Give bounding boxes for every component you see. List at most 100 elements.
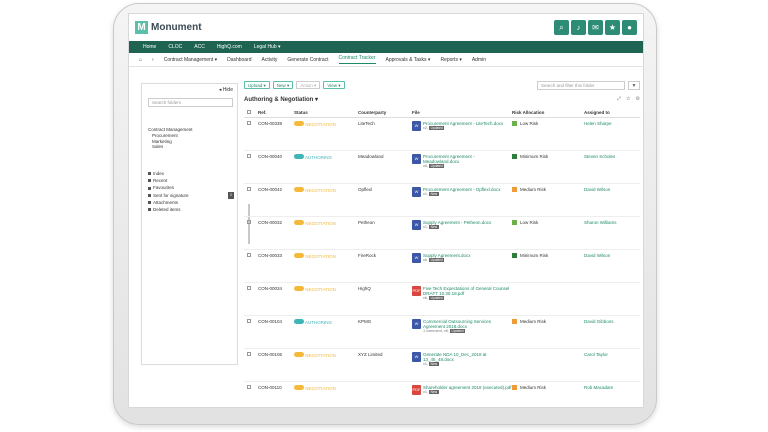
row-checkbox[interactable] bbox=[244, 348, 258, 382]
cell-risk: Low Risk bbox=[512, 117, 584, 151]
sidebar-item-sent[interactable]: Sent for signature 2 bbox=[148, 191, 234, 199]
cell-ref: CON-00033 bbox=[258, 249, 294, 283]
table-row[interactable]: CON-00042 NEGOTIATION Opflexl W Procurement… bbox=[244, 183, 640, 217]
file-link[interactable]: Five Tech Expectations of General Counse… bbox=[423, 285, 510, 296]
row-checkbox[interactable] bbox=[244, 282, 258, 316]
sidebar-item-label: Sent for signature bbox=[153, 192, 189, 198]
select-all-checkbox[interactable] bbox=[244, 108, 258, 118]
search-icon[interactable]: ⌕ bbox=[554, 20, 569, 35]
section-title[interactable]: Authoring & Negotiation ▾ ⤢ ☆ ⚙ bbox=[244, 96, 640, 103]
cell-ref: CON-00106 bbox=[258, 348, 294, 382]
file-link[interactable]: Supply Agreement - Petheon.docx bbox=[423, 219, 492, 225]
cell-assigned[interactable]: Helen Sharpe bbox=[584, 117, 640, 151]
risk-label: Low Risk bbox=[520, 120, 539, 126]
row-checkbox[interactable] bbox=[244, 150, 258, 184]
file-link[interactable]: Procurement Agreement - Opflexl.docx bbox=[423, 186, 501, 192]
file-link[interactable]: Generate NDA 10_Dec_2018 at 13_45_48.doc… bbox=[423, 351, 487, 362]
subnav-item[interactable]: Contract Tracker bbox=[338, 55, 376, 64]
sidebar-item-index[interactable]: Index bbox=[148, 170, 234, 177]
table-row[interactable]: CON-00106 NEGOTIATION XYZ Limited W Generat… bbox=[244, 348, 640, 382]
col-file[interactable]: File bbox=[412, 108, 512, 118]
table-row[interactable]: CON-00034 NEGOTIATION HighQ PDF Five Tech E… bbox=[244, 282, 640, 316]
nav-item[interactable]: CLOC bbox=[168, 44, 183, 50]
cell-assigned[interactable]: Sharon Williams bbox=[584, 216, 640, 250]
cell-assigned[interactable]: David Wilson bbox=[584, 249, 640, 283]
cell-assigned[interactable]: David Wilson bbox=[584, 183, 640, 217]
star-icon[interactable]: ☆ bbox=[626, 96, 631, 102]
row-checkbox[interactable] bbox=[244, 315, 258, 349]
cell-status: AUTHORING bbox=[294, 315, 358, 349]
hide-sidebar-button[interactable]: ◂ Hide bbox=[218, 87, 233, 93]
sidebar-item-attachments[interactable]: Attachments bbox=[148, 199, 234, 206]
cell-assigned[interactable]: Steven Scholes bbox=[584, 150, 640, 184]
subnav-item[interactable]: Approvals & Tasks ▾ bbox=[385, 56, 431, 63]
logo[interactable]: M Monument bbox=[135, 21, 202, 34]
col-risk[interactable]: Risk Allocation bbox=[512, 108, 584, 118]
row-checkbox[interactable] bbox=[244, 249, 258, 283]
mail-icon[interactable]: ✉ bbox=[588, 20, 603, 35]
col-ref[interactable]: Ref. bbox=[258, 108, 294, 118]
subnav-item[interactable]: Reports ▾ bbox=[440, 56, 462, 63]
subnav-item[interactable]: Generate Contract bbox=[287, 56, 329, 63]
table-row[interactable]: CON-00110 NEGOTIATION PDF Shareholder agre… bbox=[244, 381, 640, 407]
file-link[interactable]: Supply Agreement.docx bbox=[423, 252, 471, 258]
cell-assigned[interactable] bbox=[584, 282, 640, 316]
star-icon[interactable]: ★ bbox=[605, 20, 620, 35]
upload-button[interactable]: Upload ▾ bbox=[244, 81, 270, 89]
nav-item[interactable]: Home bbox=[143, 44, 157, 50]
folder-filter-input[interactable]: Search and filter this folder bbox=[537, 80, 625, 90]
subnav-item[interactable]: Activity bbox=[261, 56, 278, 63]
action-button[interactable]: Action ▾ bbox=[296, 81, 321, 89]
nav-item[interactable]: HighQ.com bbox=[216, 44, 242, 50]
toolbar: Upload ▾ New ▾ Action ▾ View ▾ Search an… bbox=[244, 80, 640, 90]
cell-risk: Minimum Risk bbox=[512, 249, 584, 283]
cell-risk: Medium Risk bbox=[512, 315, 584, 349]
cell-counterparty: KPMG bbox=[358, 315, 412, 349]
new-button[interactable]: New ▾ bbox=[272, 81, 294, 89]
tree-item-procurement[interactable]: Procurement bbox=[152, 132, 178, 138]
subnav-item[interactable]: Contract Management ▾ bbox=[163, 56, 218, 63]
file-link[interactable]: Shareholder agreement 2018 (executed).pd… bbox=[423, 384, 512, 390]
nav-item[interactable]: Legal Hub ▾ bbox=[253, 44, 281, 50]
section-title-label: Authoring & Negotiation ▾ bbox=[244, 97, 319, 103]
table-row[interactable]: CON-00040 AUTHORING Meadowland W Procuremen… bbox=[244, 150, 640, 184]
table-row[interactable]: CON-00104 AUTHORING KPMG W Commercial Outso… bbox=[244, 315, 640, 349]
settings-icon[interactable]: ⚙ bbox=[635, 96, 640, 102]
tree-item-marketing[interactable]: Marketing bbox=[152, 138, 172, 144]
tree-item-sales[interactable]: Sales bbox=[152, 144, 164, 150]
table-row[interactable]: CON-00032 NEGOTIATION Petheon W Supply Agre… bbox=[244, 216, 640, 250]
expand-icon[interactable]: ⤢ bbox=[617, 96, 622, 102]
filter-icon[interactable]: ▼ bbox=[628, 80, 640, 90]
tree-item-contract-management[interactable]: Contract Management bbox=[148, 127, 193, 132]
file-link[interactable]: Procurement Agreement - LiteTech.docx bbox=[423, 120, 504, 126]
nav-item[interactable]: ACC bbox=[194, 44, 205, 50]
file-link[interactable]: Commercial Outsourcing Services Agreemen… bbox=[423, 318, 492, 329]
cell-risk: Low Risk bbox=[512, 216, 584, 250]
sidebar-item-recent[interactable]: Recent bbox=[148, 177, 234, 184]
cell-assigned[interactable]: Rob Macadam bbox=[584, 381, 640, 407]
subnav-item[interactable]: Admin bbox=[471, 56, 487, 63]
row-checkbox[interactable] bbox=[244, 183, 258, 217]
col-assigned[interactable]: Assigned to bbox=[584, 108, 640, 118]
user-icon[interactable]: ● bbox=[622, 20, 637, 35]
row-checkbox[interactable] bbox=[244, 216, 258, 250]
row-checkbox[interactable] bbox=[244, 117, 258, 151]
home-icon[interactable]: ⌂ bbox=[139, 56, 143, 63]
col-status[interactable]: Status bbox=[294, 108, 358, 118]
col-counterparty[interactable]: Counterparty bbox=[358, 108, 412, 118]
sidebar-item-deleted[interactable]: Deleted items bbox=[148, 206, 234, 213]
table-row[interactable]: CON-00033 NEGOTIATION FireRock W Supply Agr… bbox=[244, 249, 640, 283]
file-meta: v6, Updated bbox=[423, 295, 512, 300]
paperclip-icon bbox=[148, 200, 151, 204]
bell-icon[interactable]: ♪ bbox=[571, 20, 586, 35]
table-row[interactable]: CON-00339 NEGOTIATION LiteTech W Procuremen… bbox=[244, 117, 640, 151]
view-button[interactable]: View ▾ bbox=[323, 81, 345, 89]
row-checkbox[interactable] bbox=[244, 381, 258, 407]
file-link[interactable]: Procurement Agreement - Meadowland.docx bbox=[423, 153, 475, 164]
cell-risk bbox=[512, 282, 584, 316]
folder-search-input[interactable]: Search folders bbox=[148, 98, 233, 107]
subnav-item[interactable]: Dashboard bbox=[227, 56, 252, 63]
sidebar-item-favourites[interactable]: Favourites bbox=[148, 184, 234, 191]
cell-assigned[interactable]: Carol Taylor bbox=[584, 348, 640, 382]
cell-assigned[interactable]: David Gibbons bbox=[584, 315, 640, 349]
